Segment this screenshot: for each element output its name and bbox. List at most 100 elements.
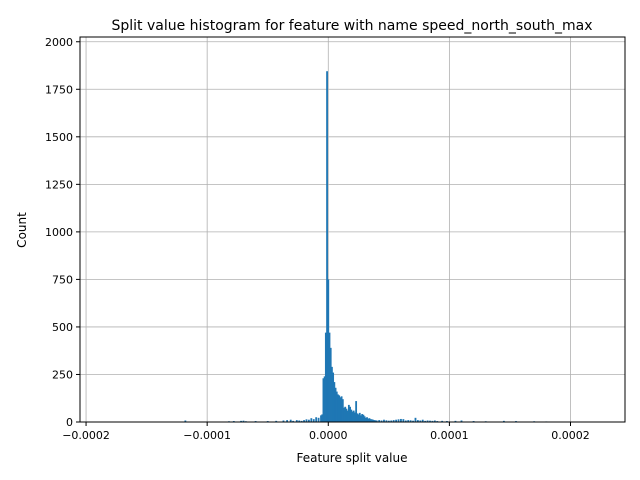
bar-28 [326, 71, 328, 422]
bar-9 [282, 420, 285, 422]
bar-44 [345, 408, 348, 422]
bar-22 [317, 417, 320, 422]
bar-69 [375, 420, 378, 422]
bar-92 [431, 420, 434, 422]
bar-23 [320, 415, 322, 422]
x-axis: −0.0002 −0.0001 0.0000 0.0001 0.0002 [62, 422, 590, 442]
bar-26 [323, 376, 326, 422]
bar-51 [354, 412, 356, 422]
bar-33 [332, 372, 335, 422]
bar-91 [429, 420, 431, 422]
bar-0 [184, 420, 187, 422]
bar-32 [331, 366, 333, 422]
bar-46 [347, 404, 350, 422]
bar-38 [338, 395, 341, 422]
bar-55 [358, 412, 361, 422]
bar-13 [295, 420, 298, 422]
y-tick-label-3: 750 [52, 273, 73, 286]
bars [184, 71, 548, 422]
y-tick-label-8: 2000 [45, 36, 73, 49]
bar-60 [364, 417, 367, 422]
bar-75 [390, 420, 393, 422]
bar-81 [404, 420, 407, 422]
bar-78 [397, 419, 400, 422]
bar-10 [286, 420, 289, 422]
bar-87 [419, 420, 422, 422]
bar-98 [460, 420, 463, 422]
bar-101 [502, 420, 505, 422]
y-tick-label-4: 1000 [45, 226, 73, 239]
bar-43 [344, 406, 347, 422]
bar-82 [407, 420, 410, 422]
bar-41 [341, 399, 344, 422]
bar-71 [380, 420, 383, 422]
bar-56 [360, 415, 362, 422]
bar-12 [292, 420, 295, 422]
bar-59 [363, 416, 366, 422]
bar-17 [305, 419, 308, 422]
bar-79 [400, 418, 402, 422]
y-tick-label-1: 250 [52, 368, 73, 381]
bar-24 [321, 414, 324, 422]
bar-11 [289, 419, 292, 422]
bar-58 [362, 414, 365, 422]
y-tick-label-6: 1500 [45, 131, 73, 144]
bar-16 [303, 420, 305, 422]
y-tick-label-0: 0 [66, 416, 73, 429]
bar-36 [335, 391, 338, 422]
bar-70 [378, 420, 381, 422]
x-tick-label-4: 0.0002 [551, 429, 590, 442]
bar-67 [373, 420, 376, 422]
bar-65 [370, 419, 373, 422]
bar-90 [426, 420, 429, 422]
bar-97 [454, 420, 457, 422]
bar-8 [275, 420, 278, 422]
bar-52 [355, 401, 358, 422]
bar-76 [392, 420, 395, 422]
bar-18 [307, 419, 310, 422]
bar-42 [343, 407, 345, 422]
bar-68 [374, 420, 377, 422]
chart-title: Split value histogram for feature with n… [111, 18, 592, 34]
plot-frame [79, 36, 626, 423]
bar-21 [315, 417, 318, 422]
y-tick-label-2: 500 [52, 321, 73, 334]
bar-54 [357, 414, 360, 422]
bar-63 [368, 418, 371, 422]
x-tick-label-2: 0.0000 [309, 429, 348, 442]
bar-86 [416, 420, 419, 422]
bar-3 [240, 420, 242, 422]
bar-72 [383, 419, 385, 422]
bar-30 [328, 332, 331, 422]
bar-89 [424, 420, 427, 422]
bar-35 [334, 387, 337, 422]
bar-74 [387, 420, 390, 422]
bar-73 [385, 420, 388, 422]
bar-15 [300, 420, 303, 422]
bar-57 [361, 414, 364, 422]
bar-47 [349, 406, 351, 422]
bar-29 [327, 279, 330, 422]
x-tick-label-3: 0.0001 [430, 429, 469, 442]
bar-80 [402, 419, 405, 422]
bar-84 [412, 420, 414, 422]
bar-77 [395, 419, 398, 422]
bar-66 [372, 419, 374, 422]
y-tick-label-5: 1250 [45, 178, 73, 191]
bar-40 [340, 396, 343, 422]
bar-93 [433, 420, 436, 422]
y-axis: 0 250 500 750 1000 1250 1500 1750 2000 [45, 36, 80, 429]
bar-49 [351, 411, 354, 422]
bar-39 [339, 397, 342, 422]
bar-83 [409, 420, 412, 422]
bar-53 [356, 413, 359, 422]
bar-61 [366, 417, 368, 422]
x-tick-label-1: −0.0001 [183, 429, 231, 442]
bar-64 [369, 419, 372, 422]
bar-27 [324, 332, 327, 422]
y-tick-label-7: 1750 [45, 83, 73, 96]
bar-85 [414, 417, 417, 422]
bar-19 [310, 418, 313, 422]
x-axis-label: Feature split value [297, 451, 408, 465]
